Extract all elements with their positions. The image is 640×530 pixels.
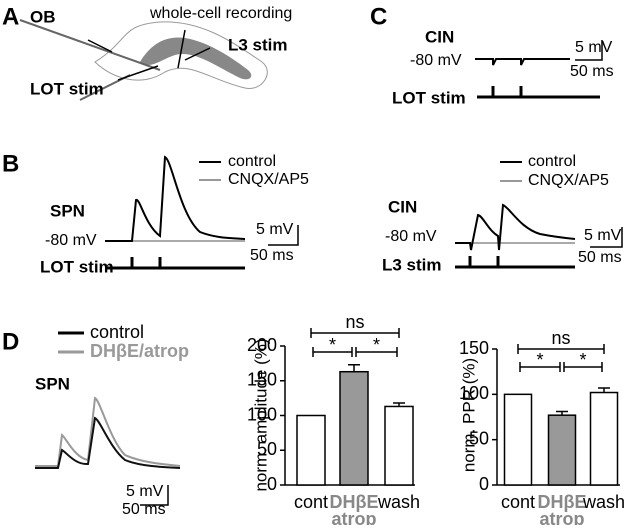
- scale-t: 50 ms: [578, 249, 622, 266]
- significance-bracket: [355, 347, 398, 357]
- panel-b: B control CNQX/AP5 SPN -80 mV LOT stim 5…: [2, 150, 309, 276]
- panel-b-right: control CNQX/AP5 CIN -80 mV L3 stim 5 mV…: [382, 153, 623, 274]
- y-tick-label: 100: [459, 383, 489, 403]
- trace: [475, 58, 570, 66]
- significance-bracket: [310, 328, 400, 338]
- y-tick-label: 0: [267, 474, 277, 494]
- scale-v: 5 mV: [256, 221, 294, 238]
- panel-letter: B: [2, 150, 19, 177]
- bar: [384, 405, 414, 486]
- label-lot: LOT stim: [30, 79, 104, 98]
- x-tick-label: DHβE atrop: [538, 492, 587, 525]
- error-bar: [598, 387, 610, 393]
- bar: [339, 370, 369, 486]
- bar: [503, 393, 533, 486]
- scale-v: 5 mV: [584, 227, 622, 244]
- legend-label: control: [528, 153, 576, 170]
- bar: [589, 391, 619, 486]
- legend-label: control: [228, 153, 276, 170]
- panel-c: C CIN -80 mV LOT stim 5 mV 50 ms: [370, 3, 614, 107]
- potential-label: -80 mV: [385, 228, 437, 245]
- error-bar: [348, 364, 360, 372]
- potential-label: -80 mV: [45, 232, 97, 249]
- bar: [296, 414, 326, 486]
- significance-bracket: [517, 344, 605, 354]
- y-tick-label: 150: [459, 338, 489, 358]
- slice-title: whole-cell recording: [149, 5, 292, 22]
- y-tick-label: 50: [257, 439, 277, 459]
- scale-v: 5 mV: [126, 483, 164, 500]
- bar: [547, 414, 577, 486]
- panel-letter: D: [2, 328, 19, 355]
- stim-bar: [105, 257, 245, 270]
- error-bar: [393, 402, 405, 407]
- significance-bracket: [563, 362, 603, 372]
- significance-label: *: [579, 350, 586, 370]
- y-tick-label: 0: [479, 474, 489, 494]
- scale-bar: [590, 227, 623, 248]
- label-l3: L3 stim: [228, 35, 288, 54]
- x-tick-label: cont: [501, 492, 535, 512]
- trace-drug: [35, 396, 181, 467]
- significance-bracket: [312, 347, 353, 357]
- legend-label: DHβE/atrop: [90, 341, 189, 361]
- stim-label: L3 stim: [382, 255, 442, 274]
- significance-label: *: [373, 335, 380, 355]
- stim-bar: [455, 256, 575, 269]
- trace-control: [35, 416, 181, 469]
- y-axis-label: norm. amplitude (%): [251, 338, 270, 491]
- y-tick-label: 200: [247, 335, 277, 355]
- panel-letter: C: [370, 3, 387, 30]
- panel-d: D control DHβE/atrop SPN 5 mV 50 ms: [2, 322, 189, 518]
- cell-label: CIN: [425, 27, 454, 46]
- scale-t: 50 ms: [122, 501, 166, 518]
- significance-label: ns: [551, 328, 570, 348]
- stim-bar: [477, 86, 600, 99]
- y-tick-label: 100: [247, 404, 277, 424]
- significance-bracket: [519, 362, 561, 372]
- stim-label: LOT stim: [40, 257, 114, 276]
- error-bar: [556, 410, 568, 416]
- scale-v: 5 mV: [575, 39, 613, 56]
- legend-label: CNQX/AP5: [528, 172, 609, 189]
- slice-layer: [140, 37, 252, 80]
- electrodes: [87, 29, 211, 81]
- potential-label: -80 mV: [410, 52, 462, 69]
- scale-t: 50 ms: [250, 247, 294, 264]
- x-tick-label: DHβE atrop: [330, 492, 379, 525]
- trace-control: [455, 203, 576, 251]
- cell-label: CIN: [388, 197, 417, 216]
- x-tick-label: wash: [582, 492, 625, 512]
- y-tick-label: 150: [247, 370, 277, 390]
- panel-letter: A: [2, 3, 19, 30]
- significance-label: *: [536, 350, 543, 370]
- scale-bar: [268, 225, 299, 246]
- panel-a: A OB whole-cell recording L3 stim LOT st…: [2, 3, 292, 101]
- significance-label: *: [329, 335, 336, 355]
- legend-label: control: [90, 322, 144, 342]
- scale-bar: [140, 485, 169, 506]
- cell-label: SPN: [35, 374, 70, 393]
- label-ob: OB: [30, 7, 56, 26]
- scale-t: 50 ms: [570, 63, 614, 80]
- cell-label: SPN: [50, 201, 85, 220]
- scale-bar: [575, 40, 603, 61]
- stim-label: LOT stim: [392, 88, 466, 107]
- x-tick-label: wash: [377, 492, 420, 512]
- y-axis-label: norm. PPR (%): [459, 358, 478, 472]
- y-tick-label: 50: [469, 428, 489, 448]
- x-tick-label: cont: [294, 492, 328, 512]
- legend-label: CNQX/AP5: [228, 171, 309, 188]
- trace-control: [105, 155, 246, 242]
- significance-label: ns: [345, 312, 364, 332]
